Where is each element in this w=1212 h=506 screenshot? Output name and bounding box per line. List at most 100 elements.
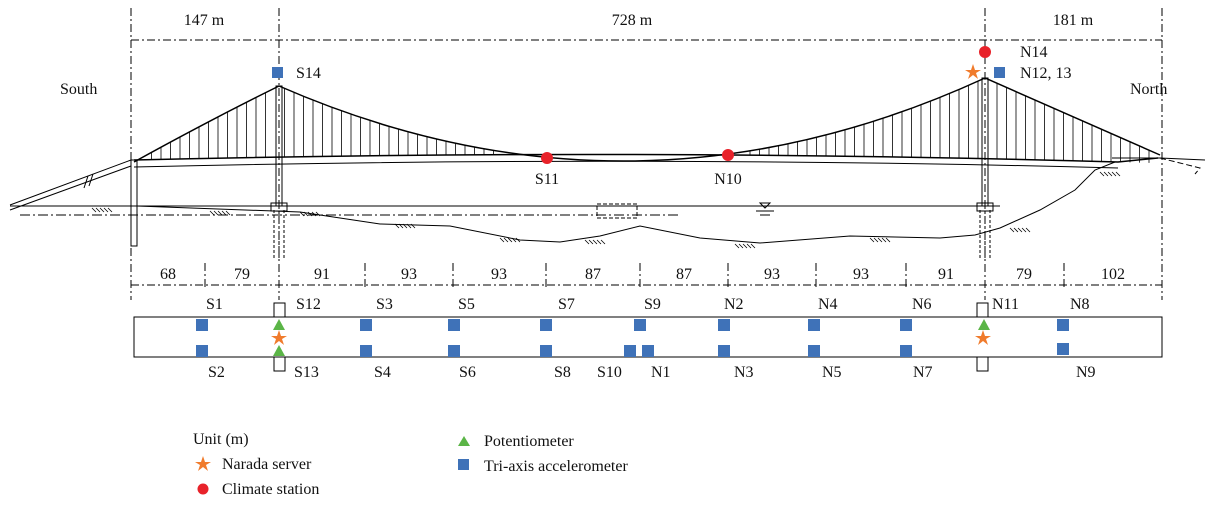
soil-hatch [738, 243, 744, 249]
climate-station-N14-icon [979, 46, 991, 58]
deck-label-N11: N11 [992, 296, 1019, 313]
narada-server-north-icon [965, 64, 981, 79]
bottom-span-1: 79 [234, 266, 250, 283]
accelerometer-S2-icon [196, 345, 208, 357]
soil-hatch [499, 237, 505, 243]
accelerometer-N4-icon [808, 319, 820, 331]
bottom-span-11: 102 [1101, 266, 1125, 283]
main-cable [133, 77, 1161, 163]
legend-narada-server: Narada server [222, 456, 312, 473]
soil-hatch [588, 239, 594, 245]
soil-hatch [311, 211, 317, 217]
soil-hatch [734, 243, 740, 249]
bottom-span-labels: 68 79 91 93 93 87 87 93 93 91 79 102 [160, 266, 1125, 283]
potentiometer-N11-icon [978, 319, 990, 330]
deck-label-S7: S7 [558, 296, 575, 313]
potentiometer-S13-icon [273, 345, 285, 356]
span-label-main: 728 m [612, 12, 653, 29]
bottom-span-9: 91 [938, 266, 954, 283]
soil-hatch [307, 211, 313, 217]
soil-hatch [877, 237, 883, 243]
deck-label-N2: N2 [724, 296, 744, 313]
soil-hatch [1013, 227, 1019, 233]
bottom-span-0: 68 [160, 266, 176, 283]
bottom-span-7: 93 [764, 266, 780, 283]
bottom-span-10: 79 [1016, 266, 1032, 283]
deck-label-S13: S13 [294, 364, 319, 381]
soil-hatch [1025, 227, 1031, 233]
soil-hatches [91, 171, 1121, 249]
accelerometer-S7-icon [540, 319, 552, 331]
sensor-label-N12-13: N12, 13 [1020, 65, 1072, 82]
accelerometer-N7-icon [900, 345, 912, 357]
soil-hatch [503, 237, 509, 243]
soil-hatch [1017, 227, 1023, 233]
soil-hatch [507, 237, 513, 243]
deck-label-S6: S6 [459, 364, 476, 381]
blue-square-icon [458, 459, 469, 470]
legend-unit: Unit (m) [193, 431, 249, 448]
accelerometer-N1-icon [642, 345, 654, 357]
soil-hatch [303, 211, 309, 217]
accelerometer-S8-icon [540, 345, 552, 357]
deck-labels-bottom: S2 S13 S4 S6 S8 S10 N1 N3 N5 N7 N9 [208, 364, 1096, 381]
soil-hatch [107, 207, 113, 213]
soil-hatch [221, 210, 227, 216]
accelerometer-N9-icon [1057, 343, 1069, 355]
deck-label-S8: S8 [554, 364, 571, 381]
accelerometer-S6-icon [448, 345, 460, 357]
deck-label-N1: N1 [651, 364, 671, 381]
deck-label-N3: N3 [734, 364, 754, 381]
accelerometer-S4-icon [360, 345, 372, 357]
end-label-south: South [60, 81, 97, 98]
legend-potentiometer: Potentiometer [484, 433, 574, 450]
soil-hatch [103, 207, 109, 213]
accelerometer-N8-icon [1057, 319, 1069, 331]
soil-hatch [600, 239, 606, 245]
soil-hatch [406, 223, 412, 229]
soil-hatch [511, 237, 517, 243]
deck-label-S5: S5 [458, 296, 475, 313]
soil-hatch [95, 207, 101, 213]
deck-label-N7: N7 [913, 364, 933, 381]
climate-station-N10-icon [722, 149, 734, 161]
accelerometer-N3-icon [718, 345, 730, 357]
deck-label-S1: S1 [206, 296, 223, 313]
soil-hatch [209, 210, 215, 216]
end-label-north: North [1130, 81, 1167, 98]
bridge-elevation [9, 77, 1206, 258]
soil-hatch [596, 239, 602, 245]
accelerometer-S3-icon [360, 319, 372, 331]
soil-hatch [394, 223, 400, 229]
soil-hatch [869, 237, 875, 243]
soil-hatch [410, 223, 416, 229]
accelerometer-N12-icon [994, 67, 1005, 78]
deck-label-S4: S4 [374, 364, 391, 381]
soil-hatch [213, 210, 219, 216]
legend-climate-station: Climate station [222, 481, 319, 498]
soil-hatch [91, 207, 97, 213]
accelerometer-S10-icon [624, 345, 636, 357]
soil-hatch [99, 207, 105, 213]
soil-hatch [873, 237, 879, 243]
legend: Unit (m) Narada server Climate station P… [193, 431, 628, 498]
deck-label-N9: N9 [1076, 364, 1096, 381]
deck-accelerometers [196, 319, 1069, 357]
soil-hatch [402, 223, 408, 229]
soil-hatch [1115, 171, 1121, 177]
deck-label-N4: N4 [818, 296, 838, 313]
soil-hatch [1021, 227, 1027, 233]
riverbed [136, 161, 1116, 244]
soil-hatch [881, 237, 887, 243]
soil-hatch [750, 243, 756, 249]
soil-hatch [584, 239, 590, 245]
soil-hatch [1107, 171, 1113, 177]
accelerometer-S1-icon [196, 319, 208, 331]
soil-hatch [1111, 171, 1117, 177]
sensor-label-S14: S14 [296, 65, 321, 82]
legend-accelerometer: Tri-axis accelerometer [484, 458, 628, 475]
soil-hatch [1009, 227, 1015, 233]
soil-hatch [746, 243, 752, 249]
soil-hatch [299, 211, 305, 217]
